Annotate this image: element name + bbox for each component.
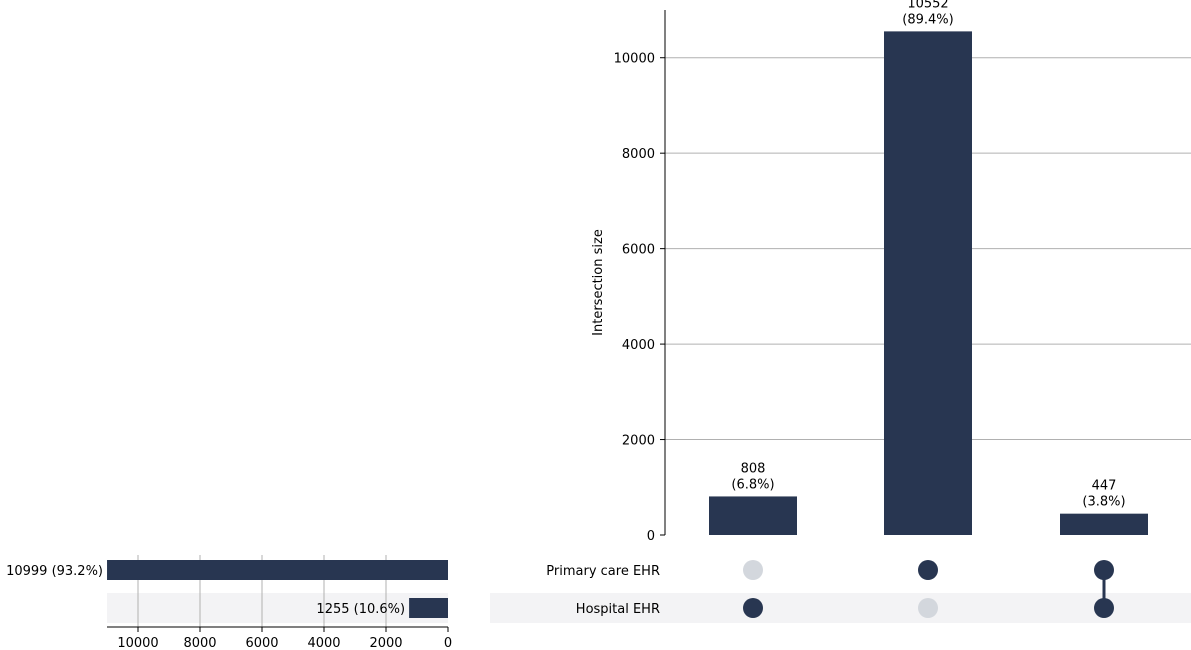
set-row-shade-matrix xyxy=(490,593,1191,623)
set-size-label: 1255 (10.6%) xyxy=(316,602,405,617)
row-shading-layer xyxy=(107,593,1191,623)
set-name-label: Primary care EHR xyxy=(546,564,660,579)
y-tick-label: 2000 xyxy=(622,434,655,449)
matrix-dot-active xyxy=(1094,560,1114,580)
set-size-label: 10999 (93.2%) xyxy=(6,564,103,579)
set-size-tick-label: 8000 xyxy=(183,636,216,650)
matrix-dot-inactive xyxy=(743,560,763,580)
matrix-dot-active xyxy=(1094,598,1114,618)
intersection-percent-label: (3.8%) xyxy=(1082,495,1125,510)
axis-layer xyxy=(107,10,666,632)
intersection-value-label: 447 xyxy=(1092,479,1117,494)
matrix-dot-active xyxy=(918,560,938,580)
y-tick-label: 10000 xyxy=(614,52,655,67)
y-tick-label: 8000 xyxy=(622,147,655,162)
matrix-dot-inactive xyxy=(918,598,938,618)
set-size-bar-layer xyxy=(107,560,448,618)
intersection-bar xyxy=(1060,513,1148,535)
set-row-shade-left xyxy=(107,593,448,623)
intersection-value-label: 808 xyxy=(741,461,766,476)
y-axis-label: Intersection size xyxy=(591,229,606,336)
y-tick-label: 4000 xyxy=(622,338,655,353)
membership-matrix xyxy=(743,560,1114,618)
intersection-percent-label: (6.8%) xyxy=(731,477,774,492)
y-tick-label: 6000 xyxy=(622,243,655,258)
set-size-tick-label: 10000 xyxy=(117,636,158,650)
set-size-tick-label: 2000 xyxy=(369,636,402,650)
set-size-bar xyxy=(107,560,448,580)
label-layer: 0 2000 4000 6000 8000 10000 Intersection size 8… xyxy=(6,0,1125,650)
intersection-value-label: 10552 xyxy=(907,0,948,11)
set-name-label: Hospital EHR xyxy=(576,602,660,617)
intersection-percent-label: (89.4%) xyxy=(902,12,953,27)
matrix-dot-active xyxy=(743,598,763,618)
set-size-tick-label: 4000 xyxy=(307,636,340,650)
set-size-bar xyxy=(409,598,448,618)
intersection-bar xyxy=(709,496,797,535)
intersection-bar xyxy=(884,31,972,536)
intersection-bar-layer xyxy=(709,31,1148,536)
set-size-tick-label: 0 xyxy=(444,636,452,650)
y-tick-label: 0 xyxy=(647,529,655,544)
set-size-tick-label: 6000 xyxy=(245,636,278,650)
